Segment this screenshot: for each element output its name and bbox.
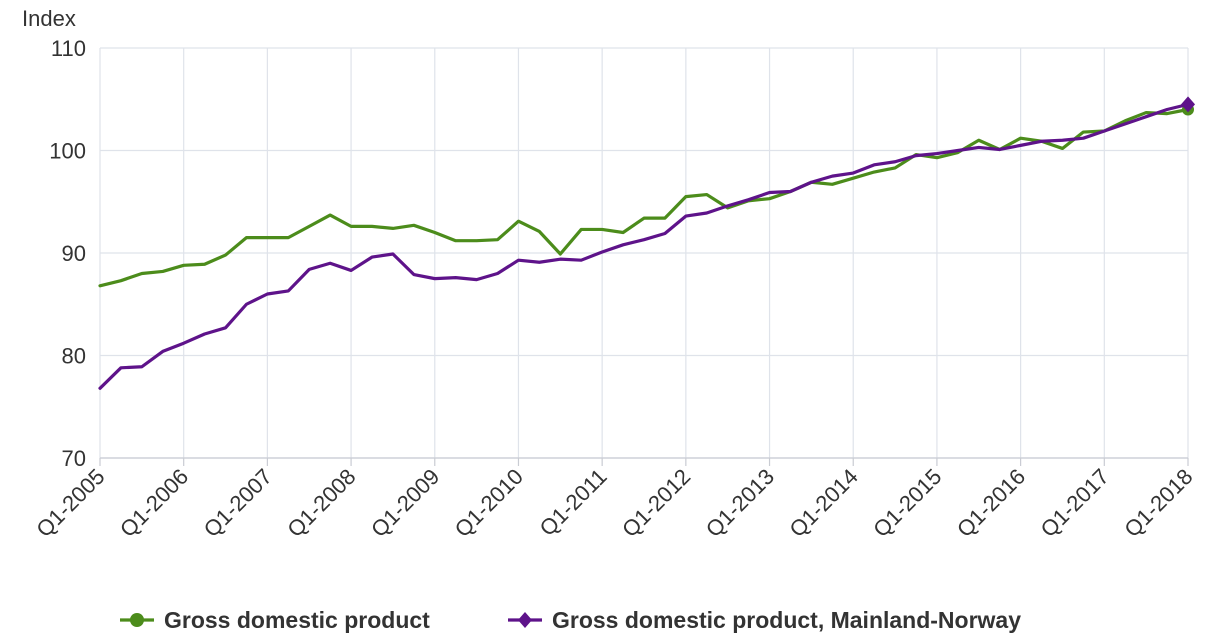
- legend-marker-circle: [130, 613, 144, 627]
- y-axis: 70 80 90 100 110: [49, 36, 86, 471]
- y-tick-label: 80: [62, 344, 86, 369]
- x-axis: Q1-2005 Q1-2006 Q1-2007 Q1-2008 Q1-2009 Q1-20…: [31, 457, 1198, 542]
- x-tick-label: Q1-2012: [617, 464, 695, 542]
- x-tick-label: Q1-2013: [701, 464, 779, 542]
- legend-marker-diamond: [518, 612, 532, 628]
- series-line-2: [98, 102, 1190, 390]
- legend: Gross domestic product Gross domestic pro…: [120, 607, 1021, 633]
- x-tick-label: Q1-2014: [785, 464, 863, 542]
- x-tick-label: Q1-2008: [282, 464, 360, 542]
- y-axis-title: Index: [22, 6, 76, 31]
- x-tick-label: Q1-2015: [868, 464, 946, 542]
- x-tick-label: Q1-2010: [450, 464, 528, 542]
- x-tick-label: Q1-2018: [1119, 464, 1197, 542]
- x-tick-label: Q1-2009: [366, 464, 444, 542]
- x-tick-label: Q1-2011: [535, 464, 612, 541]
- x-tick-label: Q1-2006: [115, 464, 193, 542]
- legend-label: Gross domestic product: [164, 607, 430, 633]
- y-tick-label: 100: [49, 139, 86, 164]
- y-tick-label: 90: [62, 241, 86, 266]
- plot-area: [98, 96, 1195, 390]
- x-tick-label: Q1-2017: [1036, 464, 1114, 542]
- x-tick-label: Q1-2007: [199, 464, 277, 542]
- x-tick-label: Q1-2005: [31, 464, 109, 542]
- series-line-1: [98, 107, 1190, 288]
- grid: [99, 47, 1189, 459]
- series-end-marker-diamond: [1181, 96, 1195, 113]
- x-tick-label: Q1-2016: [952, 464, 1030, 542]
- y-tick-label: 70: [62, 446, 86, 471]
- y-tick-label: 110: [51, 36, 86, 61]
- legend-label: Gross domestic product, Mainland-Norway: [552, 607, 1021, 633]
